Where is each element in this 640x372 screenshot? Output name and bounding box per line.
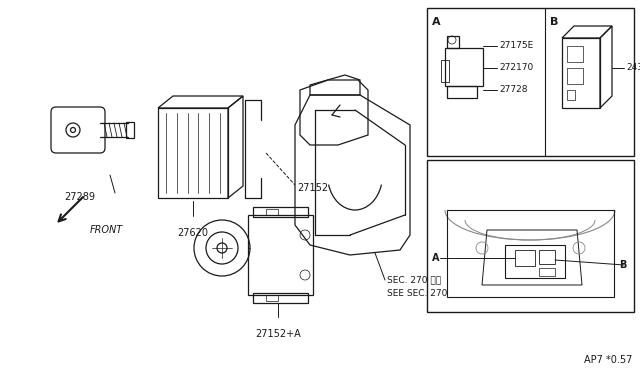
Bar xyxy=(567,90,575,100)
Text: 27152: 27152 xyxy=(297,183,328,193)
Bar xyxy=(427,160,634,312)
Bar xyxy=(158,108,228,198)
Bar xyxy=(441,60,449,82)
Text: 24360L: 24360L xyxy=(626,64,640,73)
Bar xyxy=(445,48,483,86)
Bar xyxy=(539,268,555,276)
Bar xyxy=(248,215,313,295)
Text: 272170: 272170 xyxy=(499,64,533,73)
Bar xyxy=(567,46,583,62)
Bar xyxy=(447,36,459,48)
Text: 27728: 27728 xyxy=(499,86,527,94)
Text: FRONT: FRONT xyxy=(90,225,124,235)
Text: 27620: 27620 xyxy=(177,228,209,238)
Bar xyxy=(515,250,535,266)
Text: 27175E: 27175E xyxy=(499,42,533,51)
Text: AP7 *0.57: AP7 *0.57 xyxy=(584,355,632,365)
Text: SEC. 270 参照: SEC. 270 参照 xyxy=(387,276,441,285)
Bar xyxy=(427,8,634,156)
Text: 27152+A: 27152+A xyxy=(255,329,301,339)
Bar xyxy=(253,293,308,303)
Bar xyxy=(126,122,134,138)
Text: B: B xyxy=(619,260,626,270)
Bar xyxy=(253,207,308,217)
Text: SEE SEC. 270: SEE SEC. 270 xyxy=(387,289,447,298)
Bar xyxy=(562,38,600,108)
Bar xyxy=(266,295,278,301)
Bar xyxy=(567,68,583,84)
Bar xyxy=(266,209,278,215)
Text: A: A xyxy=(432,253,440,263)
Text: 27289: 27289 xyxy=(65,192,95,202)
Text: B: B xyxy=(550,17,558,27)
Bar xyxy=(447,86,477,98)
Text: A: A xyxy=(432,17,440,27)
Bar xyxy=(539,250,555,264)
